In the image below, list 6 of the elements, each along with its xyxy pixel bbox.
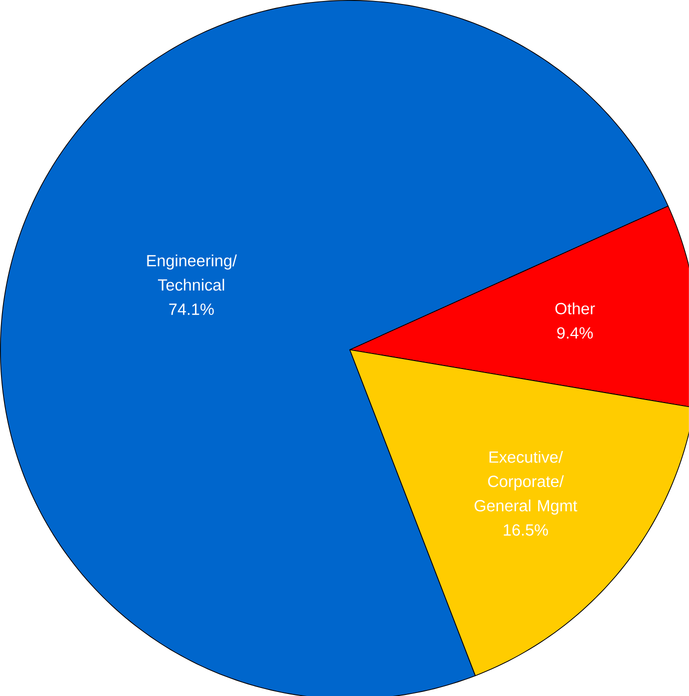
data-label: 9.4% [557, 327, 593, 339]
data-label: 16.5% [504, 524, 548, 536]
slice-label: Executive/ Corporate/ General Mgmt [474, 450, 578, 515]
slice-label: Engineering/ Technical [147, 254, 237, 291]
data-label: 74.1% [169, 304, 214, 315]
slice-label: Other [555, 302, 595, 314]
